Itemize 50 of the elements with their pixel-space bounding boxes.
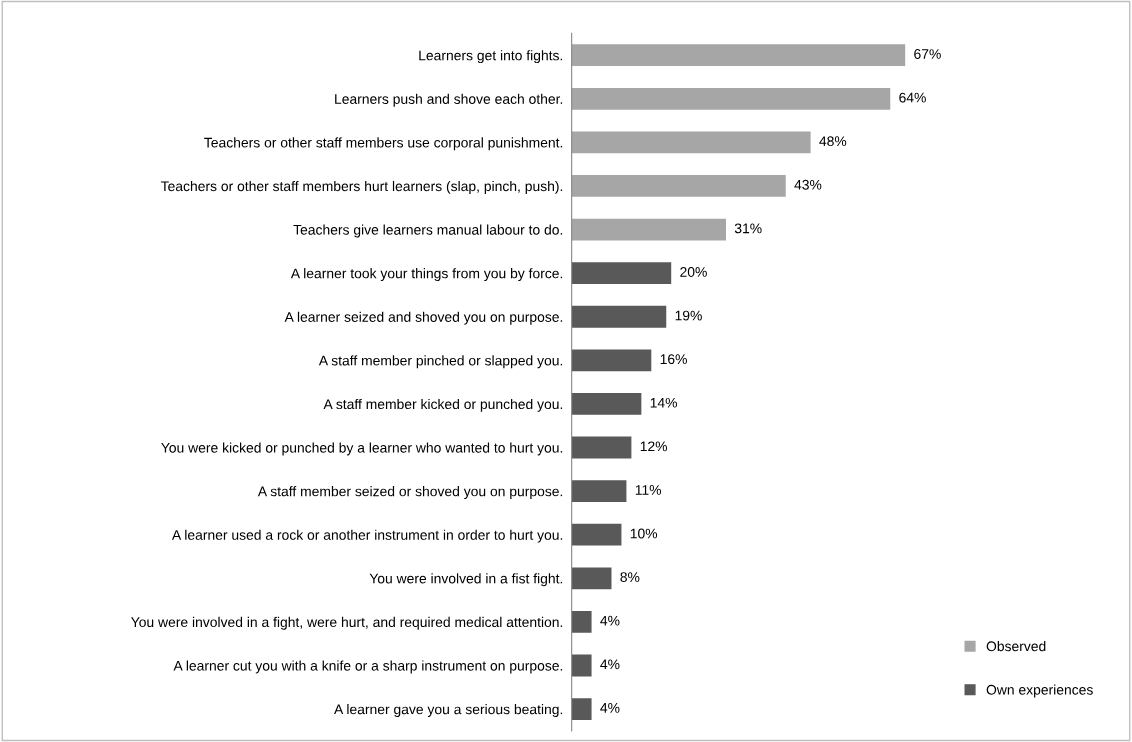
y-tick-label: Learners get into fights. — [419, 50, 563, 64]
y-tick-label: Teachers give learners manual labour to do. — [293, 224, 563, 238]
y-tick-label: Teachers or other staff members use corporal punishment. — [204, 137, 563, 151]
y-tick-label: Teachers or other staff members hurt learners (slap, pinch, push). — [160, 180, 563, 194]
y-tick-label: A learner used a rock or another instrument in order to hurt you. — [171, 529, 563, 543]
bar — [571, 218, 726, 241]
data-label: 4% — [600, 615, 620, 626]
bar — [571, 305, 667, 328]
bar — [571, 44, 906, 67]
bar — [571, 567, 612, 590]
data-label: 64% — [899, 92, 926, 103]
bar — [571, 698, 592, 720]
data-label: 8% — [620, 572, 640, 583]
data-label: 31% — [734, 223, 762, 234]
y-tick-label: A learner gave you a serious beating. — [334, 704, 563, 717]
bar — [571, 175, 786, 197]
bar — [571, 436, 632, 459]
y-tick-label: A staff member kicked or punched you. — [323, 398, 563, 412]
bar — [571, 349, 652, 372]
data-label: 11% — [635, 485, 662, 495]
y-tick-label: You were kicked or punched by a learner who wanted to hurt you. — [161, 442, 563, 456]
bar — [571, 523, 622, 546]
bar — [571, 131, 811, 154]
data-label: 12% — [640, 441, 668, 452]
data-label: 4% — [600, 659, 620, 670]
y-tick-label: A staff member seized or shoved you on purpose. — [257, 486, 563, 500]
bar — [571, 610, 592, 633]
y-tick-label: A learner took your things from you by force. — [290, 268, 563, 282]
data-label: 16% — [660, 354, 687, 365]
y-tick-label: A learner seized and shoved you on purpose. — [284, 311, 563, 325]
legend-label: Observed — [986, 641, 1046, 652]
y-tick-label: You were involved in a fist fight. — [369, 573, 563, 587]
data-label: 67% — [914, 49, 941, 59]
y-tick-label: A staff member pinched or slapped you. — [318, 355, 563, 369]
bar — [571, 393, 642, 415]
y-tick-label: A learner cut you with a knife or a sharp instrument on purpose. — [173, 660, 563, 674]
bar — [571, 87, 891, 110]
bar — [571, 262, 672, 285]
data-label: 20% — [680, 267, 707, 277]
legend-label: Own experiences — [986, 684, 1093, 698]
y-tick-label: Learners push and shove each other. — [335, 93, 563, 107]
data-label: 43% — [794, 179, 822, 190]
data-label: 10% — [630, 528, 658, 539]
bar — [571, 654, 592, 677]
data-label: 14% — [650, 397, 677, 408]
data-label: 19% — [675, 310, 702, 321]
bar — [571, 480, 627, 503]
y-tick-label: You were involved in a fight, were hurt, and required medical attention. — [131, 616, 563, 630]
data-label: 48% — [819, 136, 847, 147]
data-label: 4% — [600, 703, 620, 713]
